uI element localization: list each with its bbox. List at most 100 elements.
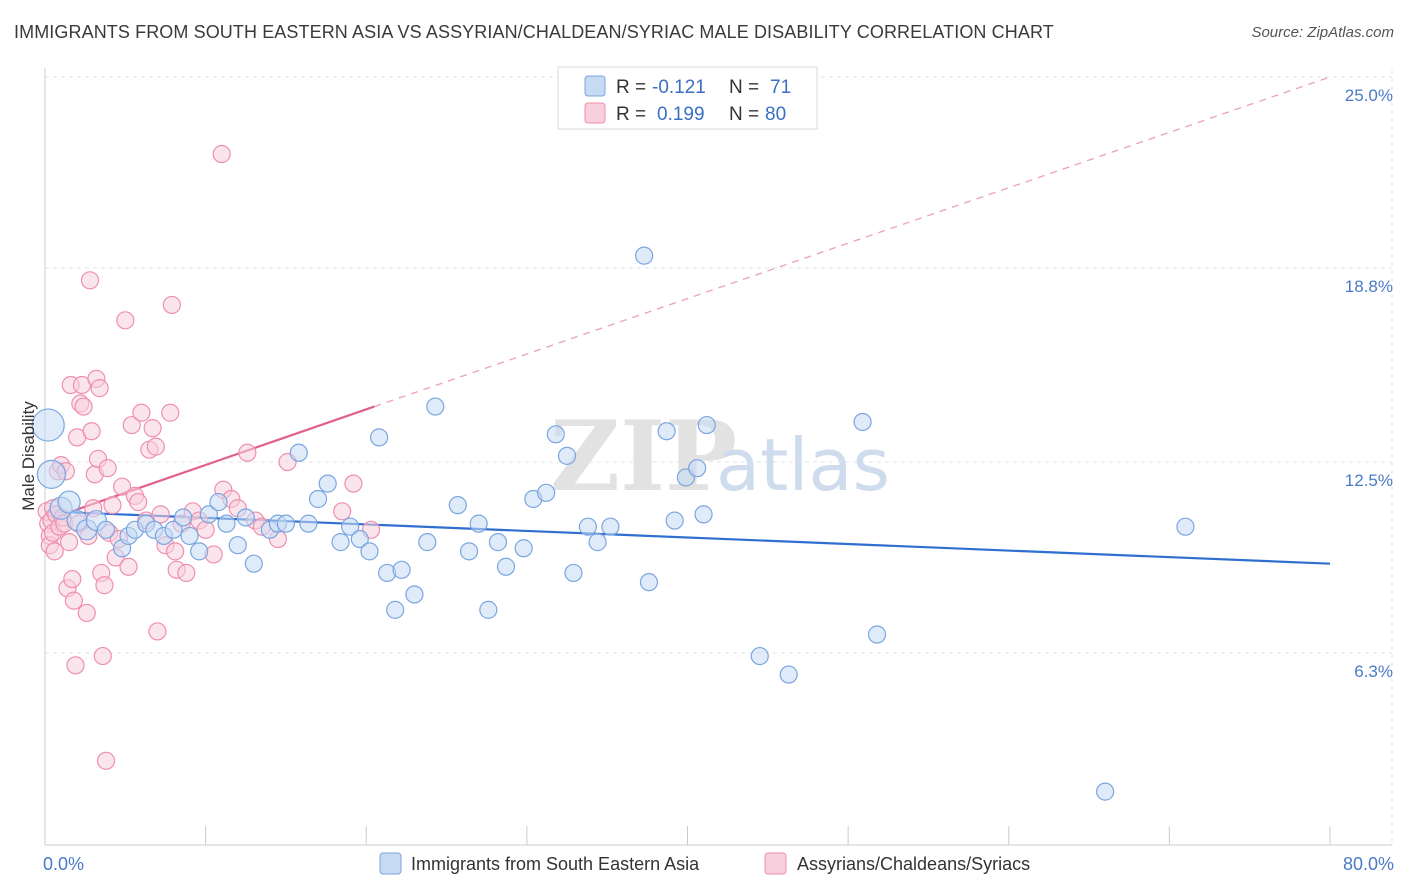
point-sea (867, 625, 887, 644)
point-assyrian (103, 496, 122, 515)
point-sea (190, 542, 209, 561)
point-sea (96, 520, 116, 539)
point-sea (557, 446, 577, 465)
point-assyrian (129, 492, 148, 512)
point-sea (341, 517, 360, 536)
point-assyrian (148, 622, 167, 641)
y-tick-label: 18.8% (1345, 277, 1393, 296)
point-sea (331, 533, 350, 552)
point-assyrian (161, 403, 180, 422)
point-sea (469, 514, 488, 533)
point-sea (57, 490, 81, 514)
tick-labels: 6.3% 12.5% 18.8% 25.0% 0.0% 80.0% (43, 86, 1394, 874)
point-assyrian (196, 520, 215, 539)
point-sea (426, 397, 445, 416)
point-sea (217, 514, 236, 533)
point-sea (694, 505, 713, 524)
point-sea (236, 508, 255, 527)
series-legend-swatch-blue (379, 852, 402, 875)
legend-r-label-1: R = (616, 77, 646, 98)
point-sea (318, 474, 337, 493)
point-sea (289, 443, 308, 462)
point-assyrian (93, 646, 112, 666)
legend-r-value-1: -0.121 (652, 77, 706, 98)
point-assyrian (166, 542, 185, 561)
point-sea (405, 585, 424, 604)
point-assyrian (212, 144, 231, 164)
point-sea (180, 526, 199, 546)
point-sea (392, 560, 411, 579)
point-sea (750, 646, 769, 666)
point-sea (360, 542, 379, 561)
point-assyrian (74, 397, 93, 416)
point-sea (479, 600, 498, 619)
legend-swatch-pink (584, 102, 606, 124)
point-sea (588, 533, 607, 552)
point-sea (199, 505, 218, 524)
watermark: ZIP atlas (550, 400, 890, 513)
point-sea (688, 459, 707, 478)
point-assyrian (80, 271, 100, 290)
point-sea (418, 533, 437, 552)
point-assyrian (333, 502, 352, 521)
point-assyrian (132, 403, 151, 422)
point-sea (31, 408, 65, 442)
point-sea (448, 496, 467, 515)
point-sea (514, 539, 533, 558)
point-assyrian (59, 533, 79, 552)
point-assyrian (119, 557, 138, 576)
point-sea (1096, 782, 1115, 801)
point-sea (488, 533, 508, 552)
point-assyrian (95, 576, 114, 595)
y-axis-label: Male Disability (19, 401, 38, 511)
point-assyrian (63, 569, 82, 589)
point-sea (209, 492, 228, 512)
chart-title: IMMIGRANTS FROM SOUTH EASTERN ASIA VS AS… (14, 22, 1054, 42)
series-legend: Immigrants from South Eastern Asia Assyr… (379, 852, 1030, 875)
point-sea (244, 554, 263, 573)
x-tick-label-max: 80.0% (1343, 854, 1394, 874)
watermark-atlas: atlas (716, 423, 890, 507)
point-assyrian (98, 459, 117, 478)
trend-line-pink-extension (374, 76, 1331, 408)
series-legend-label-blue: Immigrants from South Eastern Asia (411, 854, 700, 874)
point-sea (228, 536, 247, 555)
x-tick-label-min: 0.0% (43, 854, 84, 874)
point-sea (1176, 517, 1195, 536)
point-sea (639, 573, 659, 592)
point-assyrian (238, 443, 257, 462)
point-sea (657, 422, 676, 441)
point-sea (386, 600, 405, 619)
point-sea (459, 542, 479, 561)
point-sea (537, 483, 556, 502)
point-assyrian (116, 311, 135, 330)
point-assyrian (96, 751, 116, 770)
point-assyrian (77, 603, 96, 623)
legend: R = -0.121 N = 71 R = 0.199 N = 80 (557, 66, 818, 130)
legend-n-label-2: N = (729, 104, 759, 125)
point-assyrian (112, 477, 132, 496)
point-sea (578, 517, 598, 536)
series-legend-label-pink: Assyrians/Chaldeans/Syriacs (797, 854, 1030, 874)
legend-swatch-blue (584, 75, 606, 97)
axes (44, 68, 1392, 846)
point-sea (174, 508, 193, 527)
point-assyrian (146, 437, 165, 456)
point-assyrian (90, 379, 109, 398)
gridlines (45, 70, 1393, 845)
point-assyrian (66, 656, 85, 675)
point-assyrian (344, 474, 363, 493)
point-sea (697, 415, 716, 435)
point-sea (496, 557, 516, 576)
legend-n-value-1: 71 (770, 77, 791, 98)
point-assyrian (122, 415, 141, 435)
source-label: Source: ZipAtlas.com (1251, 24, 1394, 41)
point-assyrian (143, 419, 162, 438)
point-sea (164, 520, 183, 539)
point-sea (350, 529, 369, 549)
point-assyrian (64, 591, 84, 610)
point-sea (853, 412, 872, 432)
legend-n-value-2: 80 (765, 104, 786, 125)
point-assyrian (82, 422, 101, 441)
point-sea (308, 489, 328, 509)
